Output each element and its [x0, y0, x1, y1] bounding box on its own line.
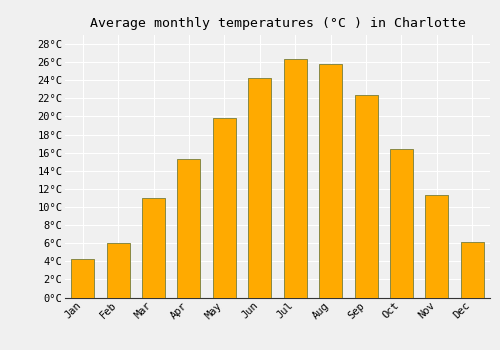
Bar	[390, 149, 413, 298]
Bar	[142, 198, 165, 298]
Bar	[71, 259, 94, 298]
Bar	[213, 118, 236, 298]
Bar	[319, 64, 342, 298]
Bar	[178, 159, 201, 298]
Bar	[461, 242, 484, 298]
Bar	[354, 95, 378, 298]
Bar	[426, 195, 448, 298]
Bar	[248, 78, 272, 298]
Bar	[106, 243, 130, 298]
Bar	[284, 60, 306, 298]
Title: Average monthly temperatures (°C ) in Charlotte: Average monthly temperatures (°C ) in Ch…	[90, 17, 466, 30]
